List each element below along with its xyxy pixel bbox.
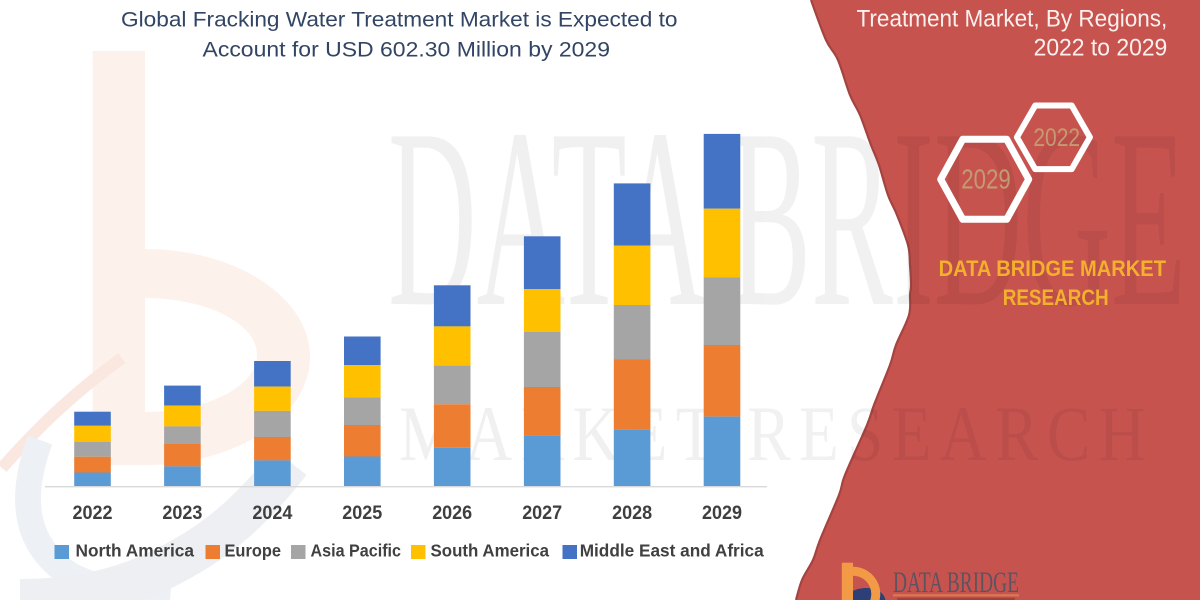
svg-text:2027: 2027: [522, 503, 562, 524]
svg-text:Europe: Europe: [225, 541, 282, 561]
svg-text:2022 to 2029: 2022 to 2029: [1034, 35, 1168, 62]
svg-text:2024: 2024: [252, 503, 292, 524]
svg-text:Treatment Market, By Regions,: Treatment Market, By Regions,: [857, 5, 1168, 32]
svg-text:DATA BRIDGE: DATA BRIDGE: [893, 566, 1019, 599]
svg-text:Global Fracking Water Treatmen: Global Fracking Water Treatment Market i…: [121, 9, 678, 32]
svg-text:Middle East and Africa: Middle East and Africa: [580, 541, 764, 561]
svg-text:South America: South America: [431, 541, 550, 561]
svg-text:North America: North America: [76, 541, 195, 561]
svg-text:RESEARCH: RESEARCH: [1003, 285, 1109, 310]
svg-text:MARKET RESEARCH: MARKET RESEARCH: [399, 390, 1154, 477]
svg-text:2022: 2022: [73, 503, 113, 524]
svg-text:DATA BRIDGE MARKET: DATA BRIDGE MARKET: [939, 256, 1167, 281]
svg-text:2022: 2022: [1033, 124, 1080, 152]
svg-text:2025: 2025: [342, 503, 382, 524]
svg-text:2023: 2023: [162, 503, 202, 524]
svg-text:2028: 2028: [612, 503, 652, 524]
svg-text:Asia Pacific: Asia Pacific: [311, 541, 402, 561]
svg-text:2029: 2029: [961, 164, 1010, 195]
svg-text:2029: 2029: [702, 503, 742, 524]
svg-text:2026: 2026: [432, 503, 472, 524]
svg-text:Account for USD 602.30 Million: Account for USD 602.30 Million by 2029: [203, 39, 611, 62]
